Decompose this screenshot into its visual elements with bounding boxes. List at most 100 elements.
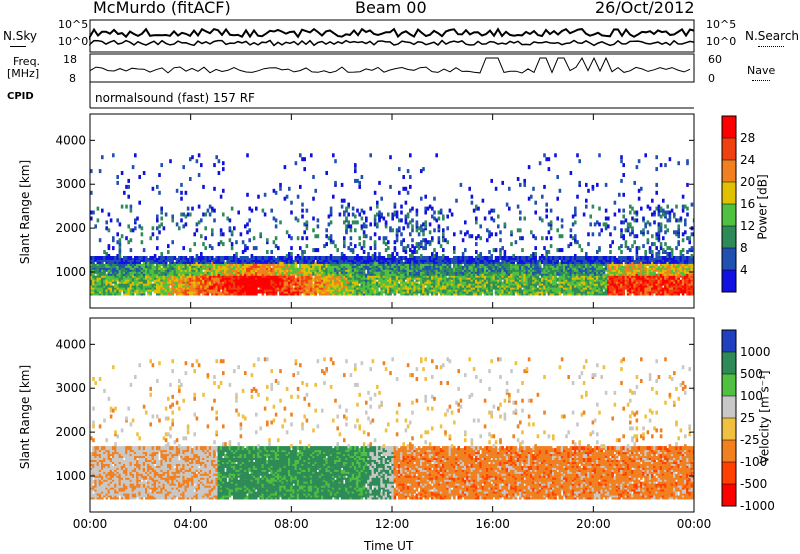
heatmap-cell: [323, 256, 326, 260]
heatmap-cell: [290, 256, 293, 260]
heatmap-cell: [134, 256, 137, 260]
heatmap-cell: [536, 287, 540, 292]
heatmap-cell: [237, 210, 240, 215]
heatmap-cell: [369, 246, 372, 251]
heatmap-cell: [272, 216, 276, 221]
heatmap-cell: [369, 236, 372, 241]
heatmap-cell: [598, 232, 601, 237]
heatmap-cell: [395, 265, 399, 270]
heatmap-cell: [193, 242, 196, 247]
heatmap-cell: [151, 283, 155, 288]
heatmap-cell: [160, 252, 163, 256]
heatmap-cell: [360, 175, 364, 179]
heatmap-cell: [329, 267, 333, 272]
heatmap-cell: [475, 279, 478, 284]
heatmap-cell: [371, 254, 375, 258]
heatmap-cell: [393, 246, 397, 251]
heatmap-cell: [367, 281, 370, 286]
heatmap-cell: [153, 265, 157, 270]
heatmap-cell: [101, 277, 104, 282]
heatmap-cell: [343, 220, 346, 225]
heatmap-cell: [468, 291, 471, 296]
heatmap-cell: [334, 285, 337, 290]
heatmap-cell: [532, 256, 535, 260]
heatmap-cell: [442, 228, 445, 233]
heatmap-cell: [173, 261, 177, 266]
heatmap-cell: [371, 265, 375, 270]
heatmap-cell: [468, 265, 471, 270]
heatmap-cell: [547, 230, 551, 235]
heatmap-cell: [226, 216, 229, 221]
heatmap-cell: [620, 159, 623, 164]
heatmap-cell: [395, 252, 399, 256]
heatmap-cell: [312, 277, 315, 282]
heatmap-cell: [230, 246, 234, 251]
heatmap-cell: [211, 232, 214, 237]
heatmap-cell: [503, 261, 507, 266]
heatmap-cell: [167, 250, 170, 254]
heatmap-cell: [149, 256, 152, 260]
heatmap-cell: [224, 261, 227, 266]
heatmap-cell: [116, 240, 119, 245]
heatmap-cell: [395, 228, 399, 233]
heatmap-cell: [620, 155, 623, 160]
heatmap-cell: [356, 291, 359, 296]
heatmap-cell: [435, 252, 438, 256]
heatmap-cell: [499, 261, 502, 266]
heatmap-cell: [162, 275, 166, 280]
heatmap-cell: [378, 291, 381, 296]
heatmap-cell: [200, 281, 203, 286]
heatmap-cell: [230, 242, 234, 247]
heatmap-cell: [523, 216, 526, 221]
heatmap-cell: [202, 242, 205, 247]
heatmap-cell: [554, 273, 557, 278]
heatmap-cell: [268, 256, 271, 260]
heatmap-cell: [499, 252, 502, 256]
heatmap-cell: [380, 256, 383, 260]
heatmap-cell: [362, 281, 366, 286]
heatmap-cell: [312, 175, 315, 179]
heatmap-cell: [373, 279, 377, 284]
heatmap-cell: [516, 256, 520, 260]
heatmap-cell: [197, 263, 201, 268]
heatmap-cell: [140, 232, 144, 237]
heatmap-cell: [169, 259, 172, 264]
heatmap-cell: [384, 220, 388, 225]
heatmap-cell: [488, 250, 491, 254]
heatmap-cell: [213, 257, 216, 262]
heatmap-cell: [233, 226, 236, 231]
heatmap-cell: [360, 216, 364, 221]
heatmap-cell: [565, 256, 568, 260]
heatmap-cell: [527, 283, 531, 288]
heatmap-cell: [316, 224, 320, 229]
heatmap-cell: [299, 275, 302, 280]
heatmap-cell: [475, 287, 478, 292]
heatmap-cell: [541, 267, 544, 272]
heatmap-cell: [547, 271, 551, 276]
heatmap-cell: [129, 208, 133, 213]
heatmap-cell: [391, 216, 394, 221]
heatmap-cell: [299, 246, 302, 251]
heatmap-cell: [171, 275, 174, 280]
heatmap-cell: [424, 224, 427, 229]
heatmap-cell: [169, 256, 172, 260]
heatmap-cell: [431, 256, 434, 260]
heatmap-cell: [466, 281, 469, 286]
heatmap-cell: [567, 244, 570, 249]
heatmap-cell: [552, 265, 555, 270]
heatmap-cell: [244, 273, 247, 278]
heatmap-cell: [373, 261, 377, 266]
heatmap-cell: [464, 275, 467, 280]
heatmap-cell: [312, 271, 315, 276]
heatmap-cell: [424, 246, 427, 251]
heatmap-cell: [279, 261, 282, 266]
heatmap-cell: [360, 246, 364, 251]
heatmap-cell: [510, 291, 513, 296]
heatmap-cell: [127, 178, 130, 183]
heatmap-cell: [556, 287, 559, 292]
heatmap-cell: [233, 254, 236, 258]
heatmap-cell: [558, 291, 562, 296]
heatmap-cell: [109, 281, 113, 286]
heatmap-cell: [545, 236, 548, 241]
heatmap-cell: [301, 254, 304, 258]
